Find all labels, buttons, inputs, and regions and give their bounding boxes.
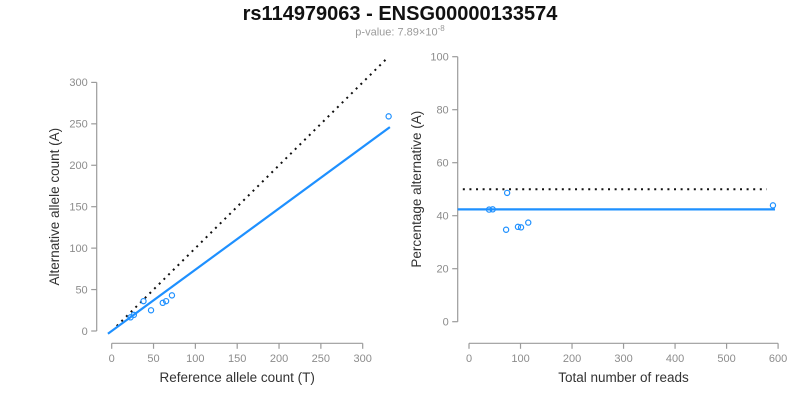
- p-value-text: p-value: 7.89×10: [355, 26, 438, 39]
- x-tick-label: 0: [109, 353, 115, 365]
- data-point: [514, 223, 522, 231]
- y-tick-label: 0: [443, 317, 449, 329]
- percentage-alternative-scatter-panel: 0 100 200 300 400 500 600 0 20 40 60 80 100 Total num…: [409, 52, 787, 386]
- x-tick-label: 600: [769, 353, 787, 365]
- x-tick-label: 400: [666, 353, 684, 365]
- data-point: [159, 299, 166, 307]
- allele-count-scatter-panel: 0 50 100 150 200 250 300 0 50 100 150 200 250 300 Refe…: [47, 56, 392, 385]
- data-point: [162, 297, 170, 305]
- data-point: [147, 307, 155, 314]
- x-tick-label: 500: [717, 353, 735, 365]
- y-tick-label: 100: [430, 52, 448, 64]
- y-tick-label: 200: [69, 160, 87, 172]
- y-tick-label: 60: [436, 158, 448, 170]
- data-point: [489, 206, 496, 213]
- data-point: [130, 311, 138, 319]
- y-tick-label: 300: [69, 77, 87, 89]
- data-point: [517, 224, 525, 231]
- x-axis-title: Total number of reads: [558, 370, 689, 385]
- p-value-exponent: -8: [437, 24, 445, 33]
- y-tick-label: 50: [75, 284, 87, 296]
- x-tick-label: 300: [614, 353, 632, 365]
- identity-line: [116, 56, 389, 327]
- figure-title: rs114979063 - ENSG00000133574: [242, 3, 558, 25]
- figure-subtitle: p-value: 7.89×10-8: [0, 24, 800, 39]
- y-tick-label: 80: [436, 105, 448, 117]
- y-tick-label: 150: [69, 202, 87, 214]
- x-tick-label: 200: [563, 353, 581, 365]
- data-point: [385, 113, 392, 120]
- data-point: [140, 297, 147, 305]
- y-axis-title: Alternative allele count (A): [47, 128, 62, 286]
- x-tick-label: 250: [312, 353, 330, 365]
- regression-line: [107, 126, 391, 335]
- y-tick-label: 100: [69, 243, 87, 255]
- data-point: [769, 202, 777, 209]
- x-tick-label: 50: [147, 353, 159, 365]
- data-point: [502, 226, 510, 233]
- x-axis-title: Reference allele count (T): [160, 370, 315, 385]
- x-tick-label: 300: [354, 353, 372, 365]
- x-tick-label: 200: [270, 353, 288, 365]
- y-tick-label: 20: [436, 264, 448, 276]
- x-tick-label: 100: [186, 353, 204, 365]
- x-tick-label: 150: [228, 353, 246, 365]
- y-tick-label: 250: [69, 119, 87, 131]
- data-point: [525, 219, 532, 226]
- y-tick-label: 40: [436, 211, 448, 223]
- data-point: [503, 189, 511, 197]
- data-point: [485, 206, 493, 213]
- y-axis-title: Percentage alternative (A): [409, 111, 424, 268]
- y-tick-label: 0: [82, 326, 88, 338]
- x-tick-label: 0: [466, 353, 472, 365]
- data-point: [168, 292, 176, 299]
- x-tick-label: 100: [511, 353, 529, 365]
